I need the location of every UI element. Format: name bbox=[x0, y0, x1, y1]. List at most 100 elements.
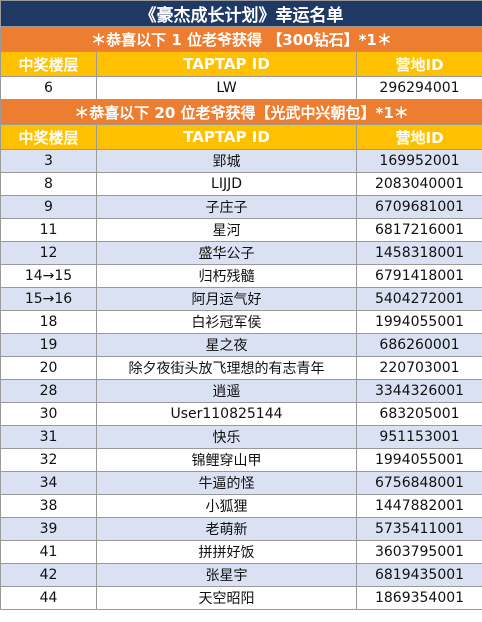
taptap-id-cell: 星河 bbox=[96, 218, 357, 242]
camp-id-cell: 951153001 bbox=[355, 425, 482, 449]
taptap-id-cell: 逍遥 bbox=[96, 379, 357, 403]
floor-cell: 6 bbox=[0, 76, 97, 100]
camp-id-cell: 1869354001 bbox=[355, 586, 482, 610]
taptap-id-cell: 天空昭阳 bbox=[96, 586, 357, 610]
table-row: 31 快乐 951153001 bbox=[0, 425, 482, 449]
header-camp-id: 营地ID bbox=[355, 124, 482, 150]
floor-cell: 34 bbox=[0, 471, 97, 495]
table-row: 42 张星宇 6819435001 bbox=[0, 563, 482, 587]
table-row: 30 User110825144 683205001 bbox=[0, 402, 482, 426]
table-row: 18 白衫冠军侯 1994055001 bbox=[0, 310, 482, 334]
camp-id-cell: 5404272001 bbox=[355, 287, 482, 311]
camp-id-cell: 296294001 bbox=[355, 76, 482, 100]
floor-cell: 14→15 bbox=[0, 264, 97, 288]
floor-cell: 38 bbox=[0, 494, 97, 518]
header-taptap-id: TAPTAP ID bbox=[96, 51, 357, 77]
floor-cell: 3 bbox=[0, 149, 97, 173]
table-row: 44 天空昭阳 1869354001 bbox=[0, 586, 482, 610]
section2-banner: ＊恭喜以下 20 位老爷获得【光武中兴朝包】*1＊ bbox=[0, 99, 482, 125]
camp-id-cell: 6819435001 bbox=[355, 563, 482, 587]
taptap-id-cell: 归朽残髓 bbox=[96, 264, 357, 288]
camp-id-cell: 686260001 bbox=[355, 333, 482, 357]
table-row: 28 逍遥 3344326001 bbox=[0, 379, 482, 403]
floor-cell: 32 bbox=[0, 448, 97, 472]
table-row: 9 子庄子 6709681001 bbox=[0, 195, 482, 219]
floor-cell: 30 bbox=[0, 402, 97, 426]
table-row: 12 盛华公子 1458318001 bbox=[0, 241, 482, 265]
taptap-id-cell: 拼拼好饭 bbox=[96, 540, 357, 564]
floor-cell: 12 bbox=[0, 241, 97, 265]
camp-id-cell: 683205001 bbox=[355, 402, 482, 426]
taptap-id-cell: 锦鲤穿山甲 bbox=[96, 448, 357, 472]
camp-id-cell: 3603795001 bbox=[355, 540, 482, 564]
camp-id-cell: 6756848001 bbox=[355, 471, 482, 495]
taptap-id-cell: 除夕夜街头放飞理想的有志青年 bbox=[96, 356, 357, 380]
taptap-id-cell: 盛华公子 bbox=[96, 241, 357, 265]
table-row: 14→15 归朽残髓 6791418001 bbox=[0, 264, 482, 288]
table-row: 15→16 阿月运气好 5404272001 bbox=[0, 287, 482, 311]
taptap-id-cell: 阿月运气好 bbox=[96, 287, 357, 311]
table-row: 11 星河 6817216001 bbox=[0, 218, 482, 242]
floor-cell: 11 bbox=[0, 218, 97, 242]
camp-id-cell: 6817216001 bbox=[355, 218, 482, 242]
camp-id-cell: 6709681001 bbox=[355, 195, 482, 219]
taptap-id-cell: 张星宇 bbox=[96, 563, 357, 587]
taptap-id-cell: 白衫冠军侯 bbox=[96, 310, 357, 334]
floor-cell: 20 bbox=[0, 356, 97, 380]
floor-cell: 31 bbox=[0, 425, 97, 449]
camp-id-cell: 1458318001 bbox=[355, 241, 482, 265]
taptap-id-cell: 郢城 bbox=[96, 149, 357, 173]
taptap-id-cell: 子庄子 bbox=[96, 195, 357, 219]
camp-id-cell: 1994055001 bbox=[355, 448, 482, 472]
taptap-id-cell: LIJJD bbox=[96, 172, 357, 196]
section1-banner-row: ＊恭喜以下 1 位老爷获得 【300钻石】*1＊ bbox=[0, 26, 482, 52]
camp-id-cell: 220703001 bbox=[355, 356, 482, 380]
taptap-id-cell: 牛逼的怪 bbox=[96, 471, 357, 495]
section2-banner-row: ＊恭喜以下 20 位老爷获得【光武中兴朝包】*1＊ bbox=[0, 99, 482, 125]
floor-cell: 41 bbox=[0, 540, 97, 564]
title-row: 《豪杰成长计划》幸运名单 bbox=[0, 0, 482, 27]
header-floor: 中奖楼层 bbox=[0, 124, 97, 150]
table-row: 19 星之夜 686260001 bbox=[0, 333, 482, 357]
table-row: 20 除夕夜街头放飞理想的有志青年 220703001 bbox=[0, 356, 482, 380]
section1-header-row: 中奖楼层 TAPTAP ID 营地ID bbox=[0, 51, 482, 77]
floor-cell: 8 bbox=[0, 172, 97, 196]
camp-id-cell: 6791418001 bbox=[355, 264, 482, 288]
header-camp-id: 营地ID bbox=[355, 51, 482, 77]
floor-cell: 9 bbox=[0, 195, 97, 219]
taptap-id-cell: 星之夜 bbox=[96, 333, 357, 357]
header-floor: 中奖楼层 bbox=[0, 51, 97, 77]
camp-id-cell: 2083040001 bbox=[355, 172, 482, 196]
floor-cell: 44 bbox=[0, 586, 97, 610]
taptap-id-cell: User110825144 bbox=[96, 402, 357, 426]
table-row: 38 小狐狸 1447882001 bbox=[0, 494, 482, 518]
table-row: 6 LW 296294001 bbox=[0, 76, 482, 100]
taptap-id-cell: 小狐狸 bbox=[96, 494, 357, 518]
table-row: 34 牛逼的怪 6756848001 bbox=[0, 471, 482, 495]
camp-id-cell: 1994055001 bbox=[355, 310, 482, 334]
table-row: 41 拼拼好饭 3603795001 bbox=[0, 540, 482, 564]
table-row: 32 锦鲤穿山甲 1994055001 bbox=[0, 448, 482, 472]
floor-cell: 19 bbox=[0, 333, 97, 357]
floor-cell: 18 bbox=[0, 310, 97, 334]
taptap-id-cell: 老萌新 bbox=[96, 517, 357, 541]
camp-id-cell: 169952001 bbox=[355, 149, 482, 173]
header-taptap-id: TAPTAP ID bbox=[96, 124, 357, 150]
camp-id-cell: 1447882001 bbox=[355, 494, 482, 518]
table-row: 39 老萌新 5735411001 bbox=[0, 517, 482, 541]
table-row: 3 郢城 169952001 bbox=[0, 149, 482, 173]
taptap-id-cell: LW bbox=[96, 76, 357, 100]
page-title: 《豪杰成长计划》幸运名单 bbox=[0, 0, 482, 27]
floor-cell: 15→16 bbox=[0, 287, 97, 311]
table-row: 8 LIJJD 2083040001 bbox=[0, 172, 482, 196]
floor-cell: 39 bbox=[0, 517, 97, 541]
section2-header-row: 中奖楼层 TAPTAP ID 营地ID bbox=[0, 124, 482, 150]
camp-id-cell: 5735411001 bbox=[355, 517, 482, 541]
section1-banner: ＊恭喜以下 1 位老爷获得 【300钻石】*1＊ bbox=[0, 26, 482, 52]
camp-id-cell: 3344326001 bbox=[355, 379, 482, 403]
taptap-id-cell: 快乐 bbox=[96, 425, 357, 449]
floor-cell: 42 bbox=[0, 563, 97, 587]
